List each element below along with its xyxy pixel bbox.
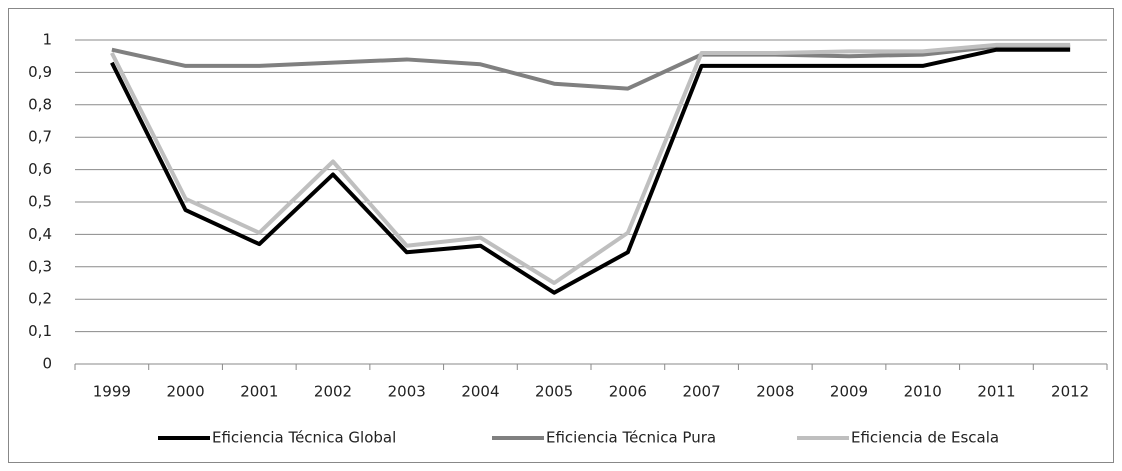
x-tick-label: 1999 [93,383,131,401]
x-tick-label: 2000 [166,383,204,401]
series-line [110,47,1071,295]
series-line [111,44,1071,91]
y-tick-label: 0,3 [28,257,52,275]
series-line [110,42,1071,285]
legend-label: Eficiencia Técnica Global [212,429,396,447]
y-tick-label: 0,1 [28,322,52,340]
x-tick-label: 2003 [388,383,426,401]
y-tick-label: 0 [42,355,52,373]
y-tick-label: 0,4 [28,225,52,243]
x-tick-label: 2004 [461,383,499,401]
x-tick-label: 2010 [904,383,942,401]
x-tick-label: 2007 [682,383,720,401]
y-tick-label: 0,7 [28,128,52,146]
x-tick-label: 2012 [1051,383,1089,401]
y-tick-label: 0,8 [28,95,52,113]
y-tick-label: 0,2 [28,290,52,308]
y-tick-label: 1 [42,31,52,49]
x-tick-label: 2005 [535,383,573,401]
y-tick-label: 0,9 [28,63,52,81]
x-tick-label: 2008 [756,383,794,401]
y-tick-label: 0,6 [28,160,52,178]
legend-label: Eficiencia de Escala [851,429,999,447]
legend-label: Eficiencia Técnica Pura [546,429,716,447]
x-tick-label: 2002 [314,383,352,401]
x-tick-label: 2006 [609,383,647,401]
x-tick-label: 2011 [977,383,1015,401]
y-tick-label: 0,5 [28,193,52,211]
x-tick-label: 2001 [240,383,278,401]
x-tick-label: 2009 [830,383,868,401]
